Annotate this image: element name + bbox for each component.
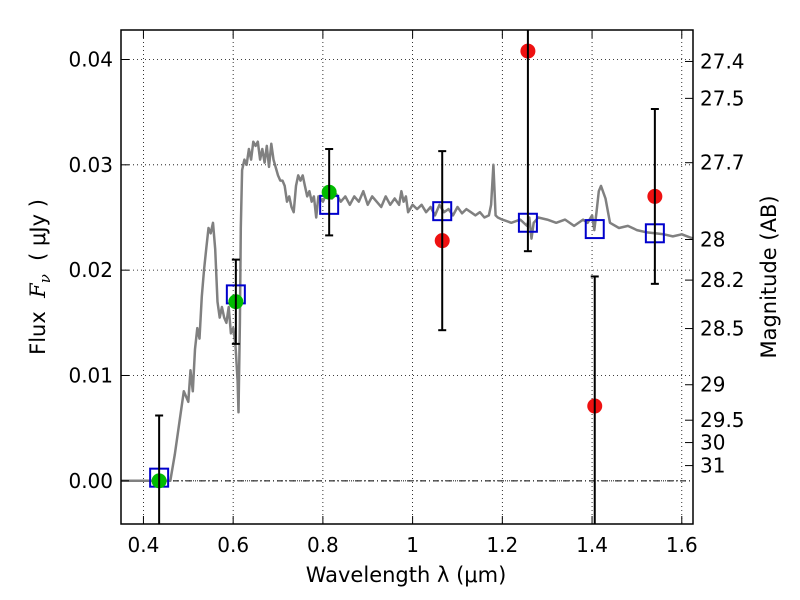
x-tick-label: 0.4 — [128, 533, 160, 557]
tick-marks — [121, 30, 693, 524]
y-tick-label: 0.04 — [68, 47, 113, 71]
magnitude-tick-label: 27.4 — [700, 49, 745, 73]
errorbar-layer — [155, 30, 659, 524]
magnitude-tick-label: 28.5 — [700, 317, 745, 341]
magnitude-tick-label: 27.7 — [700, 151, 745, 175]
x-tick-label: 1.4 — [576, 533, 608, 557]
x-tick-label: 0.6 — [217, 533, 249, 557]
magnitude-tick-label: 31 — [700, 454, 725, 478]
y-tick-label: 0.00 — [68, 469, 113, 493]
plot-frame — [120, 29, 694, 525]
y-tick-label: 0.01 — [68, 363, 113, 387]
x-tick-label: 1.2 — [486, 533, 518, 557]
magnitude-tick-label: 27.5 — [700, 86, 745, 110]
x-tick-label: 1.6 — [666, 533, 698, 557]
magnitude-axis-label: Magnitude (AB) — [757, 195, 781, 358]
y-tick-label: 0.02 — [68, 258, 113, 282]
y-tick-label: 0.03 — [68, 153, 113, 177]
magnitude-tick-label: 29 — [700, 373, 725, 397]
magnitude-tick-label: 30 — [700, 431, 725, 455]
x-tick-label: 0.8 — [307, 533, 339, 557]
y-axis-label: Flux Fν ( μJy ) — [26, 199, 54, 355]
x-tick-label: 1 — [406, 533, 419, 557]
x-tick-labels: 0.4 0.6 0.8 1 1.2 1.4 1.6 — [128, 533, 698, 557]
magnitude-tick-label: 29.5 — [700, 408, 745, 432]
x-axis-label: Wavelength λ (μm) — [306, 563, 507, 587]
magnitude-tick-label: 28 — [700, 228, 725, 252]
model-square — [584, 219, 605, 240]
magnitude-tick-label: 28.2 — [700, 268, 745, 292]
y-tick-labels: 0.00 0.01 0.02 0.03 0.04 — [68, 47, 113, 492]
grid-lines — [121, 30, 693, 524]
plot-background — [121, 30, 693, 524]
